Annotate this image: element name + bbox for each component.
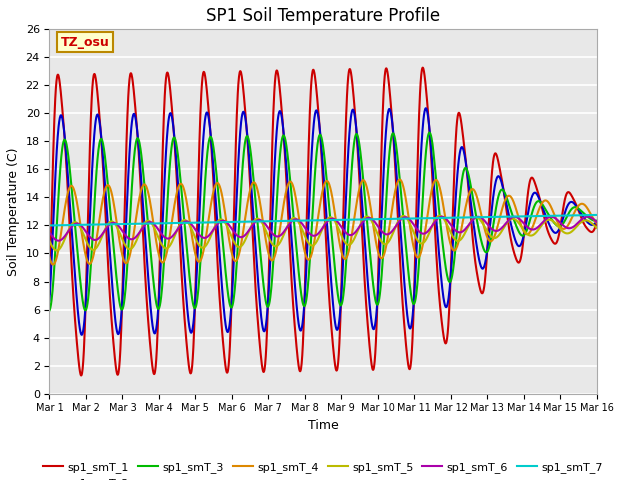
sp1_smT_3 <box>163 219 170 225</box>
sp1_smT_4 <box>251 180 259 185</box>
Line: sp1_smT_6: sp1_smT_6 <box>49 216 596 240</box>
sp1_smT_2 <box>272 141 280 147</box>
sp1_smT_7 <box>419 216 427 221</box>
sp1_smT_2 <box>78 332 86 338</box>
sp1_smT_4 <box>163 251 170 256</box>
Text: TZ_osu: TZ_osu <box>60 36 109 48</box>
sp1_smT_6 <box>251 220 259 226</box>
sp1_smT_1 <box>420 67 428 72</box>
sp1_smT_6 <box>272 233 280 239</box>
sp1_smT_5 <box>163 245 170 251</box>
sp1_smT_5 <box>251 217 259 223</box>
sp1_smT_6 <box>419 231 427 237</box>
sp1_smT_4 <box>396 177 403 182</box>
Title: SP1 Soil Temperature Profile: SP1 Soil Temperature Profile <box>206 7 440 25</box>
sp1_smT_2 <box>593 218 600 224</box>
sp1_smT_3 <box>45 308 53 313</box>
sp1_smT_4 <box>272 250 280 255</box>
sp1_smT_3 <box>269 267 276 273</box>
sp1_smT_1 <box>419 65 427 71</box>
Y-axis label: Soil Temperature (C): Soil Temperature (C) <box>7 147 20 276</box>
sp1_smT_5 <box>272 243 280 249</box>
Legend: sp1_smT_1, sp1_smT_2, sp1_smT_3, sp1_smT_4, sp1_smT_5, sp1_smT_6, sp1_smT_7: sp1_smT_1, sp1_smT_2, sp1_smT_3, sp1_smT… <box>39 457 607 480</box>
Line: sp1_smT_3: sp1_smT_3 <box>49 132 596 311</box>
sp1_smT_2 <box>45 298 53 303</box>
sp1_smT_4 <box>49 262 57 267</box>
sp1_smT_4 <box>420 237 428 243</box>
sp1_smT_1 <box>77 372 84 378</box>
sp1_smT_4 <box>45 254 53 260</box>
sp1_smT_1 <box>77 372 85 378</box>
sp1_smT_7 <box>269 218 276 224</box>
Line: sp1_smT_7: sp1_smT_7 <box>49 215 596 226</box>
sp1_smT_7 <box>163 220 170 226</box>
sp1_smT_5 <box>436 213 444 218</box>
sp1_smT_7 <box>250 218 258 224</box>
sp1_smT_5 <box>45 238 53 244</box>
Line: sp1_smT_5: sp1_smT_5 <box>49 216 596 251</box>
sp1_smT_3 <box>419 191 427 196</box>
sp1_smT_6 <box>45 229 53 235</box>
sp1_smT_2 <box>269 195 277 201</box>
sp1_smT_7 <box>593 212 600 218</box>
sp1_smT_5 <box>593 225 600 231</box>
Line: sp1_smT_4: sp1_smT_4 <box>49 180 596 264</box>
sp1_smT_6 <box>584 214 591 219</box>
sp1_smT_3 <box>271 221 279 227</box>
sp1_smT_2 <box>419 118 427 123</box>
sp1_smT_7 <box>45 223 53 228</box>
sp1_smT_1 <box>251 268 259 274</box>
sp1_smT_3 <box>250 183 258 189</box>
sp1_smT_2 <box>163 140 170 145</box>
X-axis label: Time: Time <box>308 419 339 432</box>
sp1_smT_1 <box>269 118 277 123</box>
sp1_smT_1 <box>163 72 170 77</box>
sp1_smT_4 <box>593 220 600 226</box>
sp1_smT_5 <box>53 248 61 253</box>
sp1_smT_2 <box>77 330 84 336</box>
sp1_smT_4 <box>77 226 85 232</box>
sp1_smT_5 <box>419 240 427 246</box>
sp1_smT_1 <box>272 71 280 76</box>
sp1_smT_6 <box>593 219 600 225</box>
sp1_smT_3 <box>593 218 600 224</box>
sp1_smT_6 <box>163 236 170 241</box>
sp1_smT_7 <box>271 218 279 224</box>
sp1_smT_4 <box>269 257 277 263</box>
Line: sp1_smT_2: sp1_smT_2 <box>49 108 596 335</box>
sp1_smT_1 <box>593 219 600 225</box>
sp1_smT_5 <box>77 226 85 232</box>
Line: sp1_smT_1: sp1_smT_1 <box>49 68 596 375</box>
sp1_smT_2 <box>422 106 429 111</box>
sp1_smT_6 <box>77 223 85 228</box>
sp1_smT_5 <box>269 242 277 248</box>
sp1_smT_3 <box>77 283 84 289</box>
sp1_smT_6 <box>55 238 63 243</box>
sp1_smT_3 <box>426 130 433 135</box>
sp1_smT_2 <box>251 229 259 235</box>
sp1_smT_6 <box>269 231 277 237</box>
sp1_smT_1 <box>45 291 53 297</box>
sp1_smT_7 <box>77 222 84 228</box>
